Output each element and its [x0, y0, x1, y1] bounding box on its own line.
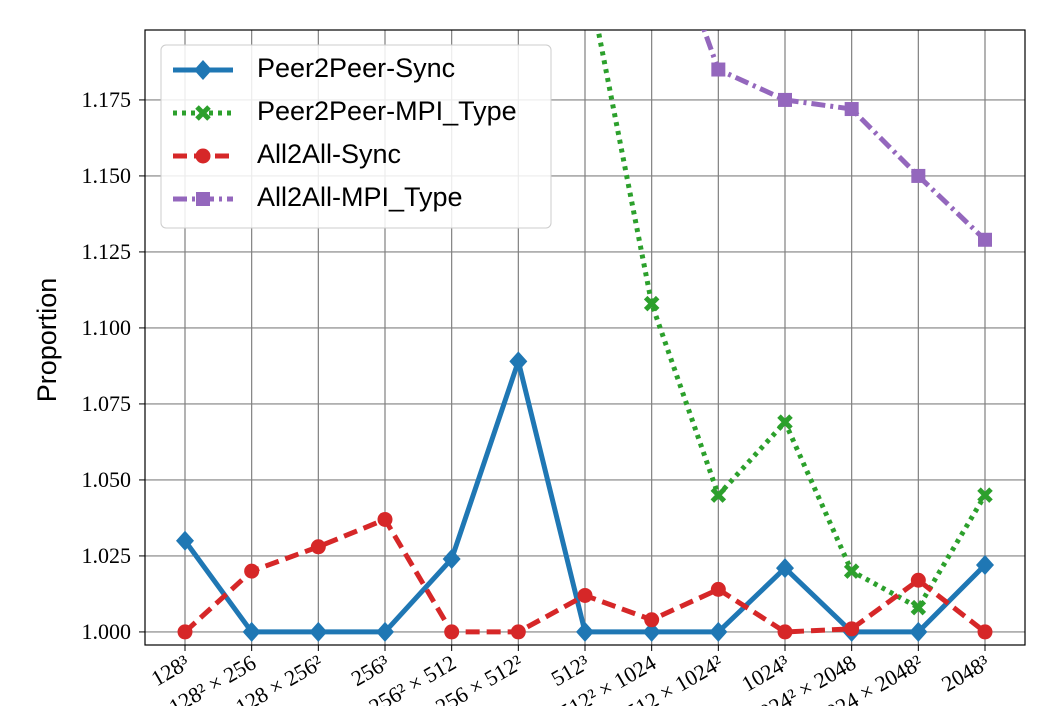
marker: [910, 599, 927, 616]
marker: [644, 612, 660, 628]
marker: [776, 558, 794, 579]
marker: [177, 624, 193, 640]
legend-label: All2All-MPI_Type: [257, 182, 463, 212]
marker: [977, 624, 993, 640]
marker: [777, 414, 793, 430]
legend-box: [160, 44, 552, 229]
marker: [976, 555, 994, 576]
marker: [709, 621, 728, 642]
y-tick-label: 1.075: [82, 391, 132, 416]
y-axis-label: Proportion: [32, 278, 62, 403]
marker: [710, 581, 726, 597]
y-tick-label: 1.125: [82, 239, 132, 264]
marker: [978, 232, 992, 247]
marker: [710, 487, 727, 503]
marker: [310, 539, 326, 555]
marker: [778, 92, 792, 107]
marker: [195, 148, 211, 164]
marker: [643, 295, 660, 312]
y-tick-label: 1.025: [82, 543, 132, 568]
marker: [442, 548, 461, 569]
series-line: [701, 30, 987, 242]
marker: [911, 168, 926, 183]
y-tick-label: 1.150: [82, 163, 132, 188]
y-tick-label: 1.175: [82, 87, 132, 112]
marker: [444, 624, 460, 640]
marker: [711, 62, 726, 77]
y-tick-label: 1.100: [82, 315, 132, 340]
plot-frame: [144, 29, 1026, 646]
marker: [309, 621, 328, 642]
marker: [377, 511, 393, 527]
legend-label: Peer2Peer-MPI_Type: [257, 96, 517, 126]
marker: [376, 621, 394, 642]
marker: [576, 621, 594, 642]
marker: [642, 621, 661, 642]
marker: [844, 621, 860, 637]
marker: [577, 587, 593, 603]
marker: [843, 563, 860, 579]
marker: [510, 624, 526, 640]
legend-label: All2All-Sync: [257, 139, 401, 169]
marker: [910, 572, 926, 588]
x-tick-label: 2048³: [937, 649, 994, 696]
marker: [909, 621, 928, 642]
marker: [977, 487, 993, 503]
marker: [244, 563, 260, 579]
marker: [777, 624, 793, 640]
marker: [844, 102, 859, 117]
legend-label: Peer2Peer-Sync: [257, 53, 455, 83]
marker: [194, 60, 212, 80]
marker: [196, 192, 210, 206]
y-tick-label: 1.000: [82, 619, 132, 644]
y-tick-label: 1.050: [82, 467, 132, 492]
plot-area: [176, 30, 994, 642]
marker: [176, 530, 194, 551]
marker: [195, 105, 211, 121]
marker: [509, 351, 528, 372]
marker: [242, 621, 261, 642]
legend: Peer2Peer-Sync Peer2Peer-MPI_Type All2All-…: [160, 44, 552, 229]
